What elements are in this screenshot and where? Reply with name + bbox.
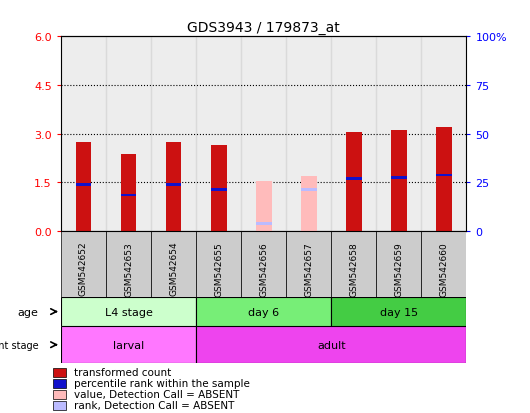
Text: adult: adult: [317, 340, 346, 350]
Bar: [76, 142, 91, 231]
Bar: [196, 326, 466, 363]
Bar: [211, 189, 226, 191]
Text: GSM542656: GSM542656: [259, 241, 268, 296]
Text: L4 stage: L4 stage: [104, 307, 153, 317]
Text: GSM542659: GSM542659: [394, 241, 403, 296]
Bar: [346, 133, 361, 231]
Bar: [421, 37, 466, 231]
Bar: [196, 297, 331, 326]
Bar: [61, 37, 106, 231]
Bar: [121, 154, 136, 231]
Bar: [61, 231, 106, 297]
Text: transformed count: transformed count: [74, 368, 171, 377]
Bar: [76, 184, 91, 187]
Text: GSM542653: GSM542653: [124, 241, 133, 296]
Bar: [61, 297, 196, 326]
Bar: [256, 223, 271, 225]
Text: age: age: [17, 307, 38, 317]
Text: day 15: day 15: [380, 307, 418, 317]
Bar: [376, 231, 421, 297]
Bar: [331, 297, 466, 326]
Bar: [256, 181, 271, 231]
Text: development stage: development stage: [0, 340, 38, 350]
Bar: [301, 189, 316, 191]
Text: GSM542652: GSM542652: [79, 241, 88, 296]
Text: day 6: day 6: [248, 307, 279, 317]
Bar: [421, 231, 466, 297]
Bar: [241, 231, 286, 297]
Text: GSM542660: GSM542660: [439, 241, 448, 296]
Bar: [241, 37, 286, 231]
Text: GSM542658: GSM542658: [349, 241, 358, 296]
Text: percentile rank within the sample: percentile rank within the sample: [74, 378, 250, 388]
Bar: [151, 37, 196, 231]
Bar: [106, 231, 151, 297]
Bar: [121, 195, 136, 197]
Bar: [53, 379, 66, 388]
Bar: [301, 177, 316, 231]
Bar: [346, 178, 361, 180]
Text: GSM542657: GSM542657: [304, 241, 313, 296]
Bar: [331, 37, 376, 231]
Bar: [106, 37, 151, 231]
Bar: [286, 37, 331, 231]
Bar: [166, 142, 181, 231]
Text: value, Detection Call = ABSENT: value, Detection Call = ABSENT: [74, 389, 240, 399]
Bar: [436, 128, 452, 231]
Bar: [391, 177, 407, 179]
Text: GSM542655: GSM542655: [214, 241, 223, 296]
Bar: [151, 231, 196, 297]
Bar: [376, 37, 421, 231]
Bar: [53, 390, 66, 399]
Bar: [196, 231, 241, 297]
Bar: [436, 174, 452, 177]
Bar: [53, 401, 66, 410]
Text: GSM542654: GSM542654: [169, 241, 178, 296]
Text: larval: larval: [113, 340, 144, 350]
Text: rank, Detection Call = ABSENT: rank, Detection Call = ABSENT: [74, 400, 235, 410]
Bar: [331, 231, 376, 297]
Title: GDS3943 / 179873_at: GDS3943 / 179873_at: [187, 21, 340, 35]
Bar: [391, 131, 407, 231]
Bar: [166, 184, 181, 187]
Bar: [196, 37, 241, 231]
Bar: [53, 368, 66, 377]
Bar: [286, 231, 331, 297]
Bar: [61, 326, 196, 363]
Bar: [211, 145, 226, 231]
